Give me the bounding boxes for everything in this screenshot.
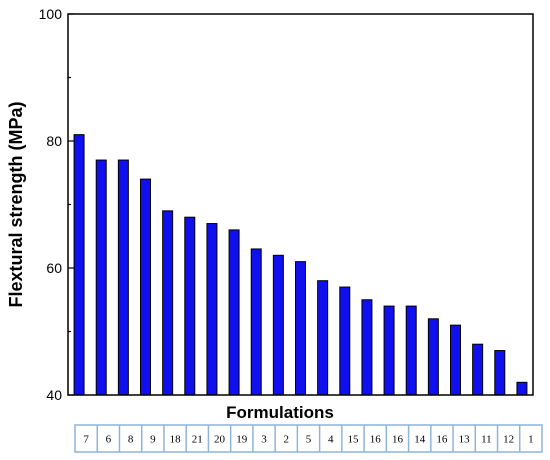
bars-group xyxy=(73,134,528,396)
bar xyxy=(405,305,417,396)
formulation-label: 9 xyxy=(150,434,156,446)
y-tick-label: 80 xyxy=(46,133,62,149)
bar xyxy=(95,159,107,396)
x-axis-label: Formulations xyxy=(226,403,334,422)
formulation-label: 6 xyxy=(106,434,112,446)
y-tick-label: 100 xyxy=(39,6,63,22)
bar xyxy=(140,178,151,396)
formulation-label: 1 xyxy=(528,434,534,446)
table-frame xyxy=(74,424,543,453)
bar xyxy=(162,210,174,396)
formulation-label: 14 xyxy=(414,434,426,446)
formulation-label: 16 xyxy=(436,434,448,446)
bar xyxy=(228,229,240,396)
bar xyxy=(516,381,528,396)
formulation-label: 16 xyxy=(370,434,382,446)
bar xyxy=(295,261,306,396)
bar xyxy=(73,134,85,396)
formulation-label: 19 xyxy=(236,434,248,446)
formulation-label: 8 xyxy=(128,434,134,446)
formulation-table: 7 6 8 9 18 21 20 19 3 2 5 4 15 16 16 14 16 13 11 12 1 xyxy=(74,424,543,453)
bar xyxy=(450,324,461,396)
y-tick-label: 60 xyxy=(46,260,62,276)
bar xyxy=(494,350,506,396)
formulation-label: 4 xyxy=(328,434,334,446)
formulation-label: 5 xyxy=(306,434,312,446)
formulation-label: 3 xyxy=(261,434,267,446)
formulation-label: 7 xyxy=(83,434,89,446)
y-axis-label: Flextural strength (MPa) xyxy=(6,101,26,307)
formulation-label: 18 xyxy=(170,434,182,446)
bar xyxy=(317,280,329,396)
bar xyxy=(272,254,284,396)
bar xyxy=(339,286,351,396)
bar xyxy=(184,216,196,396)
y-tick-label: 40 xyxy=(46,387,62,403)
bar xyxy=(383,305,395,396)
formulation-label: 12 xyxy=(503,434,514,446)
formulation-label: 20 xyxy=(214,434,226,446)
formulation-label: 21 xyxy=(192,434,203,446)
bar xyxy=(206,223,218,396)
y-ticks: 40 60 80 100 xyxy=(39,6,74,403)
bar xyxy=(361,299,373,396)
bar xyxy=(250,248,262,396)
formulation-label: 13 xyxy=(459,434,471,446)
formulation-label: 16 xyxy=(392,434,404,446)
bar xyxy=(427,318,439,396)
formulation-label: 2 xyxy=(284,434,290,446)
bar xyxy=(472,343,484,396)
formulation-label: 15 xyxy=(347,434,359,446)
bar xyxy=(117,159,129,396)
formulation-label: 11 xyxy=(481,434,492,446)
